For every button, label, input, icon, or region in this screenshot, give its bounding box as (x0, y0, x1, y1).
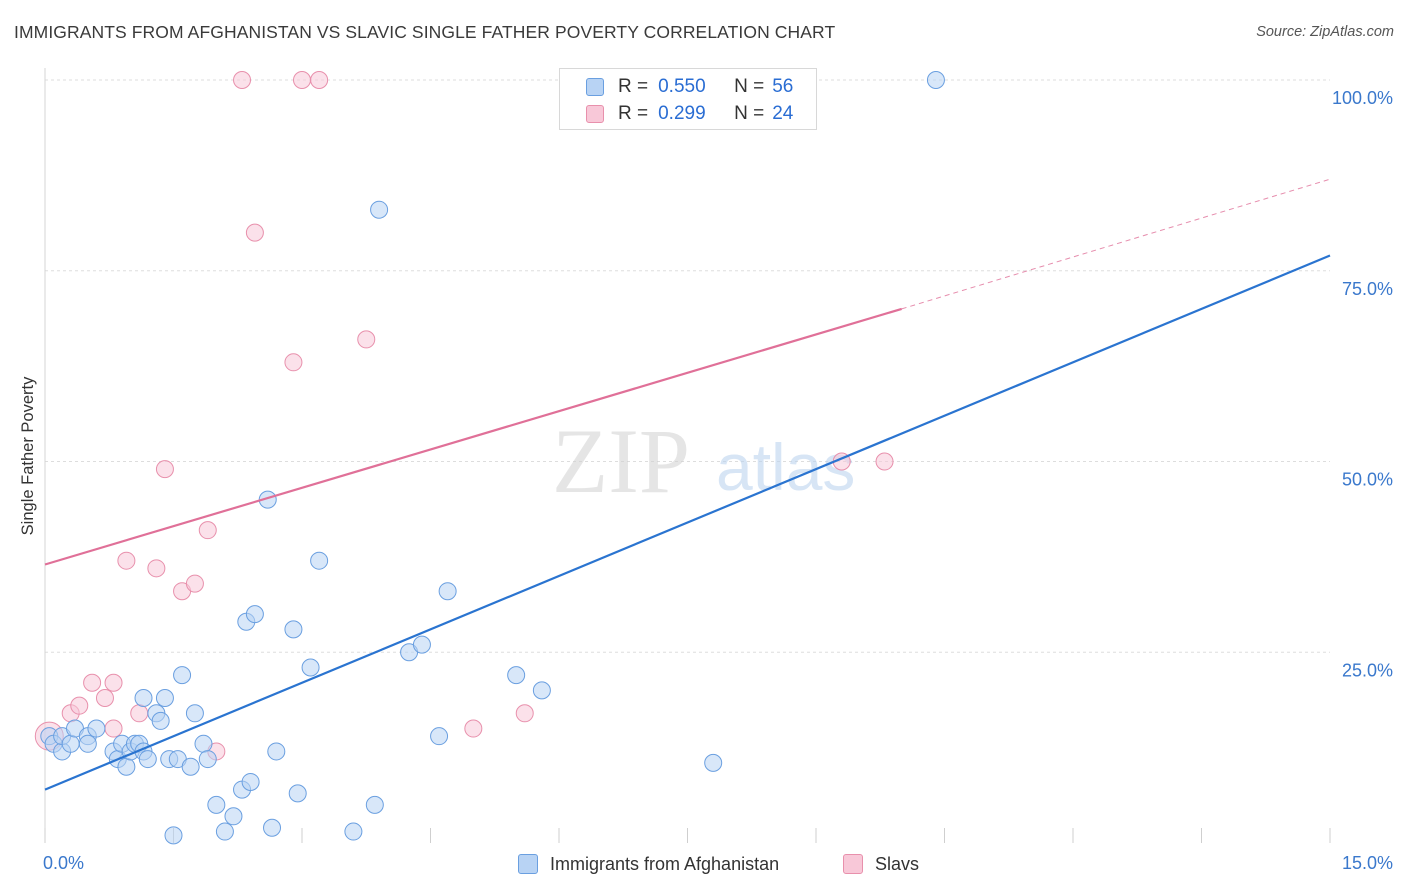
scatter-point-afghanistan (507, 666, 526, 685)
scatter-point-slavs (233, 71, 252, 89)
scatter-point-afghanistan (173, 666, 192, 685)
trend-line-slavs (44, 307, 902, 566)
y-axis-label: Single Father Poverty (19, 376, 37, 535)
legend-swatch-pink (586, 105, 604, 123)
scatter-point-afghanistan (207, 795, 226, 814)
scatter-point-slavs (284, 353, 303, 372)
y-tick-label: 75.0% (1342, 279, 1393, 299)
scatter-point-afghanistan (344, 822, 363, 841)
legend-r-value: 0.299 (658, 103, 706, 124)
bottom-legend-slavs: Slavs (843, 851, 919, 877)
x-tick-label: 0.0% (43, 853, 84, 873)
scatter-point-slavs (83, 673, 102, 692)
scatter-point-slavs (357, 330, 376, 349)
scatter-point-afghanistan (117, 757, 136, 776)
scatter-point-slavs (515, 704, 534, 723)
y-tick-label: 100.0% (1332, 88, 1393, 108)
scatter-point-afghanistan (194, 734, 213, 753)
legend-n-value: 24 (772, 103, 794, 124)
legend-swatch-blue (586, 78, 604, 96)
chart-source: Source: ZipAtlas.com (1256, 24, 1394, 40)
x-tick-label: 15.0% (1342, 853, 1393, 873)
scatter-point-slavs (875, 452, 894, 471)
watermark-zip: ZIP (552, 410, 690, 512)
watermark: ZIP atlas (552, 410, 855, 512)
legend-r-value: 0.550 (658, 76, 706, 97)
scatter-point-slavs (147, 559, 166, 578)
series-slavs (34, 71, 894, 761)
scatter-point-afghanistan (412, 635, 431, 654)
legend-box: R = 0.550 N = 56 R = 0.299 N = 24 (559, 68, 817, 130)
legend-r-label: R = (618, 103, 649, 124)
scatter-point-slavs (245, 223, 264, 242)
grid-layer (45, 79, 1330, 653)
scatter-point-afghanistan (288, 784, 307, 803)
scatter-point-afghanistan (245, 605, 264, 624)
scatter-point-afghanistan (78, 734, 97, 753)
series-afghanistan (40, 71, 945, 845)
scatter-point-afghanistan (61, 734, 80, 753)
y-tick-label: 50.0% (1342, 470, 1393, 490)
trend-line-afghanistan (44, 254, 1331, 791)
chart-title: IMMIGRANTS FROM AFGHANISTAN VS SLAVIC SI… (14, 22, 836, 42)
scatter-point-afghanistan (198, 750, 217, 769)
scatter-point-slavs (117, 551, 136, 570)
y-tick-label: 25.0% (1342, 660, 1393, 680)
scatter-point-slavs (198, 521, 217, 540)
axis-layer: 100.0% 75.0% 50.0% 25.0% 0.0% 15.0% (43, 68, 1393, 873)
bottom-legend-label: Slavs (875, 853, 920, 874)
legend-n-label: N = (734, 76, 765, 97)
scatter-point-afghanistan (301, 658, 320, 677)
scatter-point-afghanistan (926, 71, 945, 89)
scatter-point-afghanistan (370, 200, 389, 219)
legend-row-afghanistan: R = 0.550 N = 56 (586, 74, 793, 100)
scatter-point-afghanistan (430, 727, 449, 746)
scatter-point-afghanistan (87, 719, 106, 738)
legend-n-label: N = (734, 103, 765, 124)
scatter-point-afghanistan (224, 807, 243, 826)
scatter-point-afghanistan (151, 711, 170, 730)
trend-line-slavs-extension (901, 178, 1331, 310)
scatter-point-slavs (130, 704, 149, 723)
scatter-point-slavs (155, 460, 174, 479)
scatter-point-afghanistan (310, 551, 329, 570)
scatter-point-afghanistan (532, 681, 551, 700)
scatter-point-slavs (95, 689, 114, 708)
bottom-legend-label: Immigrants from Afghanistan (550, 853, 780, 874)
scatter-point-slavs (310, 71, 329, 89)
scatter-point-afghanistan (267, 742, 286, 761)
scatter-point-afghanistan (704, 753, 723, 772)
legend-row-slavs: R = 0.299 N = 24 (586, 101, 793, 127)
bottom-legend-swatch-blue (518, 854, 538, 874)
scatter-point-slavs (185, 574, 204, 593)
scatter-point-afghanistan (138, 750, 157, 769)
scatter-point-afghanistan (241, 772, 260, 791)
legend-r-label: R = (618, 76, 649, 97)
scatter-point-slavs (104, 719, 123, 738)
scatter-point-slavs (293, 71, 311, 89)
scatter-point-afghanistan (365, 795, 384, 814)
scatter-point-afghanistan (134, 689, 153, 708)
legend-n-value: 56 (772, 76, 794, 97)
scatter-point-afghanistan (155, 689, 174, 708)
scatter-point-afghanistan (185, 704, 204, 723)
scatter-point-slavs (104, 673, 123, 692)
scatter-point-afghanistan (164, 826, 183, 845)
scatter-point-afghanistan (215, 822, 234, 841)
bottom-legend-swatch-pink (843, 854, 863, 874)
bottom-legend-afghanistan: Immigrants from Afghanistan (518, 851, 779, 877)
scatter-point-slavs (70, 696, 89, 715)
trend-layer (44, 178, 1331, 791)
watermark-atlas: atlas (716, 430, 855, 504)
scatter-point-afghanistan (263, 818, 282, 837)
scatter-point-afghanistan (284, 620, 303, 639)
scatter-point-afghanistan (181, 757, 200, 776)
scatter-point-afghanistan (438, 582, 457, 601)
scatter-point-slavs (464, 719, 483, 738)
